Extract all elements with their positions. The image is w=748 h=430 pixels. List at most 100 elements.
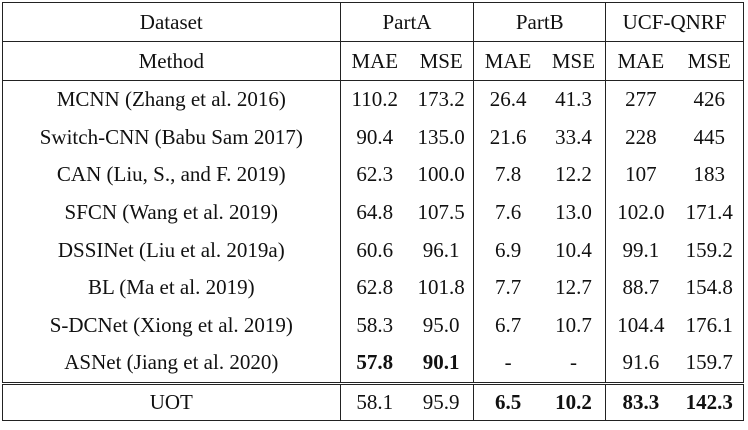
value: 58.1	[356, 389, 394, 414]
value: 96.1	[422, 237, 460, 262]
value-cell: 83.3	[605, 381, 676, 421]
value-cell: 445	[675, 118, 744, 157]
data-row: CAN (Liu, S., and F. 2019) 62.3 100.0 7.8 12…	[2, 156, 744, 194]
group-header: PartA	[382, 9, 432, 34]
value: 95.9	[422, 389, 460, 414]
value: 62.3	[356, 162, 394, 187]
value: 12.2	[555, 162, 592, 187]
method-header: Method	[138, 48, 204, 73]
value: 7.6	[494, 200, 522, 225]
value: 88.7	[622, 275, 660, 300]
metric-header-cell: MAE	[473, 41, 542, 81]
value-cell: 10.4	[541, 231, 607, 269]
value: 41.3	[555, 87, 592, 112]
value: 110.2	[351, 87, 399, 112]
data-row: UOT 58.1 95.9 6.5 10.2 83.3 142.3	[2, 381, 744, 421]
value: 426	[693, 87, 726, 112]
value-cell: 277	[605, 80, 676, 119]
value: 91.6	[622, 350, 660, 375]
value: 58.3	[356, 312, 394, 337]
value-cell: 62.3	[339, 156, 409, 194]
value: 171.4	[685, 200, 733, 225]
method-name: ASNet (Jiang et al. 2020)	[64, 350, 279, 375]
value-cell: 154.8	[675, 268, 744, 307]
value-cell: 88.7	[605, 268, 676, 307]
group-header-cell: PartB	[473, 2, 607, 42]
value-cell: 6.7	[473, 306, 542, 345]
metric-header-cell: MAE	[339, 41, 409, 81]
group-header: Dataset	[139, 9, 203, 34]
value: 135.0	[417, 124, 465, 149]
value: 173.2	[417, 87, 465, 112]
value-cell: 142.3	[675, 381, 744, 421]
value-cell: 6.5	[473, 381, 542, 421]
metric-header: MSE	[687, 48, 731, 73]
group-header-cell: UCF-QNRF	[605, 2, 744, 42]
method-name-cell: DSSINet (Liu et al. 2019a)	[2, 231, 341, 269]
data-row: MCNN (Zhang et al. 2016) 110.2 173.2 26.4 41…	[2, 80, 744, 119]
value: 90.1	[422, 350, 460, 375]
method-name: UOT	[149, 389, 193, 414]
value-cell: 33.4	[541, 118, 607, 157]
value: 95.0	[422, 312, 460, 337]
value: 104.4	[617, 312, 665, 337]
data-row: SFCN (Wang et al. 2019) 64.8 107.5 7.6 13.0 1…	[2, 193, 744, 232]
metric-header: MAE	[484, 48, 532, 73]
value-cell: 91.6	[605, 344, 676, 384]
value: 176.1	[685, 312, 733, 337]
value-cell: 95.0	[408, 306, 475, 345]
group-header: PartB	[515, 9, 564, 34]
value-cell: 12.2	[541, 156, 607, 194]
value-cell: 64.8	[339, 193, 409, 232]
metric-header-cell: MAE	[605, 41, 676, 81]
value: 57.8	[356, 350, 394, 375]
value-cell: 176.1	[675, 306, 744, 345]
group-header-cell: PartA	[339, 2, 475, 42]
data-row: BL (Ma et al. 2019) 62.8 101.8 7.7 12.7 88.7 1…	[2, 268, 744, 307]
value: 12.7	[555, 275, 592, 300]
value-cell: 104.4	[605, 306, 676, 345]
value-cell: 7.8	[473, 156, 542, 194]
metric-header-cell: MSE	[408, 41, 475, 81]
table-body: Dataset PartA PartB UCF-QNRF Method MAE MSE MAE…	[2, 2, 744, 421]
method-name-cell: Switch-CNN (Babu Sam 2017)	[2, 118, 341, 157]
value: 142.3	[685, 389, 733, 414]
value-cell: 7.6	[473, 193, 542, 232]
value-cell: 58.3	[339, 306, 409, 345]
value-cell: 102.0	[605, 193, 676, 232]
value-cell: 41.3	[541, 80, 607, 119]
method-name: BL (Ma et al. 2019)	[87, 275, 255, 300]
value-cell: 173.2	[408, 80, 475, 119]
value: 21.6	[489, 124, 527, 149]
data-row: Switch-CNN (Babu Sam 2017) 90.4 135.0 21.6 3…	[2, 118, 744, 157]
value: 445	[693, 124, 726, 149]
value: 6.9	[494, 237, 522, 262]
method-name-cell: MCNN (Zhang et al. 2016)	[2, 80, 341, 119]
value-cell: 58.1	[339, 381, 409, 421]
value: 90.4	[356, 124, 394, 149]
method-name: CAN (Liu, S., and F. 2019)	[56, 162, 286, 187]
value: 100.0	[417, 162, 465, 187]
value: -	[504, 350, 512, 375]
method-name: DSSINet (Liu et al. 2019a)	[57, 237, 285, 262]
method-name-cell: UOT	[2, 381, 341, 421]
value-cell: 12.7	[541, 268, 607, 307]
data-row: S-DCNet (Xiong et al. 2019) 58.3 95.0 6.7 10…	[2, 306, 744, 345]
value: 101.8	[417, 275, 465, 300]
value: 154.8	[685, 275, 733, 300]
value-cell: 135.0	[408, 118, 475, 157]
value-cell: 7.7	[473, 268, 542, 307]
value-cell: 183	[675, 156, 744, 194]
value: 62.8	[356, 275, 394, 300]
value: 183	[693, 162, 726, 187]
method-name-cell: BL (Ma et al. 2019)	[2, 268, 341, 307]
value-cell: 10.2	[541, 381, 607, 421]
group-header: UCF-QNRF	[622, 9, 727, 34]
value: 10.4	[555, 237, 592, 262]
data-row: ASNet (Jiang et al. 2020) 57.8 90.1 - - 91.6 1…	[2, 344, 744, 384]
method-header-cell: Method	[2, 41, 341, 81]
value: 107	[625, 162, 657, 187]
value-cell: 107.5	[408, 193, 475, 232]
value: 159.7	[685, 350, 733, 375]
